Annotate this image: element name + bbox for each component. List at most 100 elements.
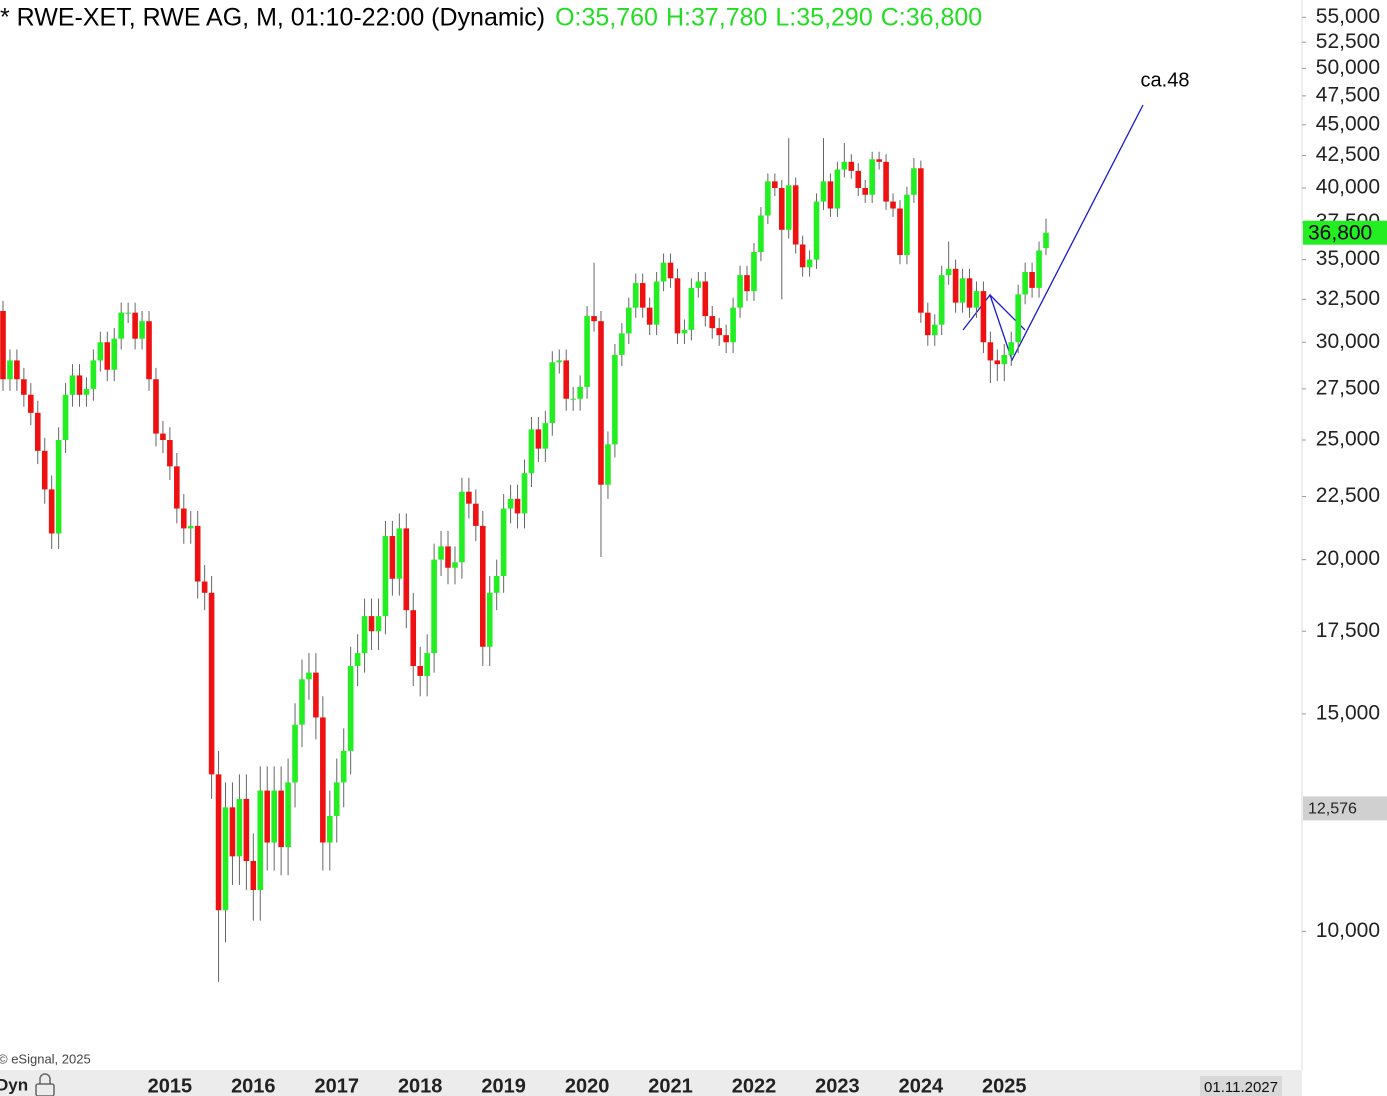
candle-body: [528, 429, 535, 474]
ohlc-value: L:35,290: [775, 4, 872, 32]
candle-body: [556, 360, 563, 363]
candle-body: [493, 575, 500, 593]
candle-body: [111, 338, 118, 370]
y-tick-label: 40,000: [1316, 176, 1380, 199]
candle-body: [28, 394, 34, 413]
candle-body: [584, 316, 590, 387]
y-tick-label: 25,000: [1316, 428, 1380, 451]
date-tag-box: [1200, 1076, 1282, 1096]
y-tick-label: 32,500: [1316, 287, 1380, 310]
candle-body: [890, 201, 896, 209]
candle-body: [799, 244, 806, 268]
candle-body: [403, 528, 410, 611]
candle-body: [952, 268, 959, 303]
candle-body: [549, 362, 556, 424]
ohlc-readout: O:35,760 H:37,780 L:35,290 C:36,800: [555, 4, 982, 32]
candle-body: [667, 262, 674, 279]
candle-body: [473, 503, 479, 526]
x-tick-label: 2015: [148, 1075, 193, 1096]
candle-body: [758, 215, 764, 252]
candle-body: [911, 168, 917, 195]
candle-body: [90, 360, 97, 389]
candle-body: [716, 328, 722, 336]
candle-body: [869, 159, 875, 195]
candle-body: [313, 672, 319, 718]
candle-body: [208, 592, 215, 775]
candle-body: [897, 208, 903, 256]
candle-body: [744, 275, 750, 292]
candle-body: [160, 433, 166, 440]
y-tick-label: 47,500: [1316, 83, 1380, 106]
candle-body: [445, 546, 451, 568]
candle-body: [7, 360, 13, 380]
candle-body: [486, 592, 493, 647]
mode-label: Dyn: [0, 1075, 28, 1094]
candle-body: [806, 259, 813, 268]
last-price-tag-box: [1303, 220, 1387, 245]
candle-body: [389, 536, 396, 579]
y-tick-label: 17,500: [1316, 619, 1380, 642]
candle-body: [980, 291, 987, 343]
candle-body: [639, 283, 646, 308]
candle-body: [772, 181, 778, 189]
candle-body: [83, 388, 90, 395]
candle-body: [563, 360, 570, 399]
chart-title: * RWE-XET, RWE AG, M, 01:10-22:00 (Dynam…: [0, 4, 545, 32]
candle-body: [201, 581, 208, 593]
candle-body: [945, 268, 952, 276]
x-tick-label: 2018: [398, 1075, 443, 1096]
candle-body: [500, 508, 507, 576]
candle-body: [320, 717, 326, 843]
candle-body: [229, 807, 236, 857]
candle-body: [688, 287, 695, 330]
candle-body: [410, 610, 417, 667]
candle-body: [132, 312, 138, 339]
x-tick-label: 2021: [648, 1075, 693, 1096]
candle-body: [452, 562, 458, 568]
candle-body: [459, 491, 465, 563]
candle-body: [97, 342, 104, 361]
candle-body: [542, 423, 549, 449]
ohlc-value: H:37,780: [666, 4, 767, 32]
candle-body: [834, 169, 841, 209]
lock-icon: [35, 1073, 55, 1096]
candle-body: [41, 450, 48, 490]
x-tick-label: 2019: [481, 1075, 526, 1096]
price-axis-panel: [1302, 0, 1387, 1096]
candle-body: [723, 335, 729, 343]
candle-body: [785, 185, 792, 230]
candle-body: [855, 170, 862, 189]
candle-body: [55, 439, 62, 534]
candle-body: [285, 782, 291, 848]
y-tick-label: 50,000: [1316, 56, 1380, 79]
y-tick-label: 20,000: [1316, 547, 1380, 570]
copyright: © eSignal, 2025: [0, 1051, 91, 1066]
candle-body: [424, 653, 430, 676]
candle-body: [619, 333, 625, 355]
x-tick-label: 2025: [982, 1075, 1027, 1096]
candle-body: [479, 525, 486, 647]
candle-body: [765, 181, 771, 216]
candle-body: [368, 616, 375, 632]
candle-body: [48, 489, 55, 534]
candle-body: [361, 616, 368, 654]
candle-body: [1001, 354, 1008, 365]
candle-body: [167, 439, 173, 467]
x-tick-label: 2017: [315, 1075, 360, 1096]
candle-body: [327, 815, 333, 843]
candle-body: [222, 807, 229, 911]
candle-body: [709, 316, 716, 329]
ohlc-value: C:36,800: [881, 4, 982, 32]
annotation: ca.48: [1141, 69, 1190, 91]
marker-price-tag-box: [1303, 796, 1387, 821]
candle-body: [194, 525, 201, 582]
candle-body: [180, 508, 187, 529]
candle-body: [34, 412, 41, 451]
ohlc-value: O:35,760: [555, 4, 658, 32]
candle-body: [778, 188, 785, 230]
candle-body: [431, 559, 437, 654]
candle-body: [653, 281, 660, 325]
y-tick-label: 10,000: [1316, 919, 1380, 942]
